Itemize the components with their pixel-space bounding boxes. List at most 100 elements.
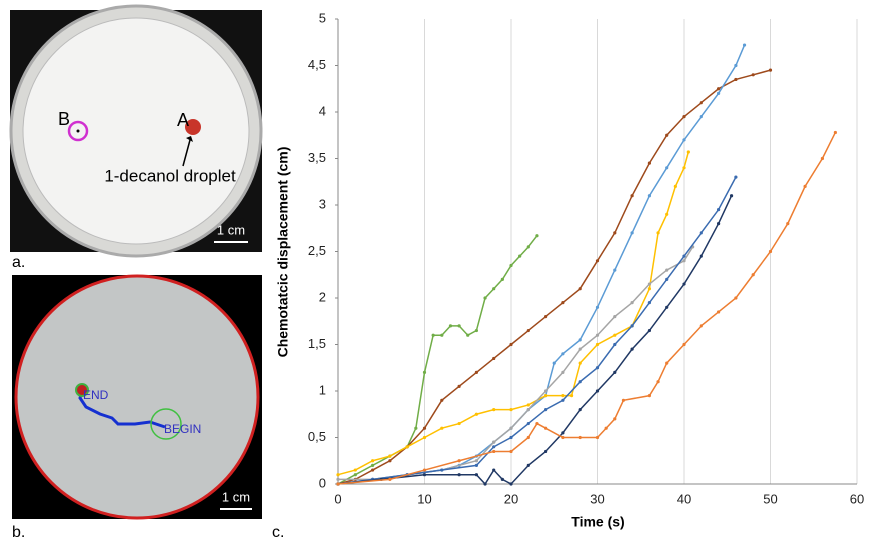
x-tick-label: 50	[763, 491, 777, 506]
data-point	[422, 473, 427, 477]
data-point	[578, 338, 582, 342]
y-tick-label: 4	[319, 103, 326, 118]
x-tick-label: 30	[590, 491, 604, 506]
data-point	[613, 417, 617, 421]
data-point	[742, 43, 747, 47]
data-point	[682, 115, 686, 119]
data-point	[509, 482, 513, 486]
data-point	[647, 301, 652, 305]
dish	[14, 274, 260, 520]
data-point	[613, 315, 617, 319]
data-point	[492, 440, 496, 444]
data-point	[526, 435, 530, 440]
data-point	[751, 273, 755, 277]
data-point	[552, 361, 556, 365]
data-point	[768, 68, 773, 72]
data-point	[526, 245, 530, 249]
data-point	[544, 408, 548, 412]
x-tick-label: 10	[417, 491, 431, 506]
data-point	[509, 408, 513, 412]
data-point	[353, 473, 357, 477]
data-point	[388, 454, 392, 458]
marker-label: B	[58, 109, 70, 129]
data-point	[457, 473, 461, 477]
data-point	[544, 315, 548, 319]
y-tick-label: 0	[319, 475, 326, 490]
data-point	[440, 426, 444, 430]
data-point	[665, 277, 669, 281]
data-point	[833, 130, 837, 135]
scale-label: 1 cm	[217, 222, 245, 237]
data-point	[526, 463, 530, 467]
data-point	[492, 449, 496, 454]
data-point	[561, 435, 565, 440]
data-point	[544, 394, 548, 398]
data-point	[656, 380, 660, 384]
data-point	[492, 468, 496, 472]
series-line	[337, 132, 837, 485]
panel-label: b.	[12, 524, 25, 541]
data-point	[422, 468, 427, 472]
y-tick-label: 2	[319, 289, 326, 304]
data-point	[457, 384, 461, 388]
data-point	[526, 328, 530, 333]
data-point	[647, 194, 652, 198]
data-point	[457, 459, 461, 463]
data-point	[630, 194, 634, 198]
data-point	[717, 222, 721, 226]
data-point	[483, 296, 487, 300]
panel-a: B A 1-decanol droplet 1 cm a.	[9, 4, 263, 271]
series-line	[337, 69, 771, 485]
data-point	[595, 305, 600, 309]
y-tick-label: 1,5	[308, 336, 326, 351]
data-point	[595, 435, 600, 440]
data-point	[509, 263, 513, 268]
data-point	[647, 161, 652, 165]
data-point	[388, 477, 392, 481]
x-axis-label: Time (s)	[571, 514, 624, 530]
data-point	[656, 231, 660, 235]
data-point	[509, 342, 513, 347]
data-point	[647, 328, 652, 333]
data-point	[751, 73, 755, 77]
data-point	[578, 287, 582, 291]
data-point	[647, 287, 652, 291]
data-point	[734, 175, 738, 179]
data-point	[734, 77, 738, 82]
data-point	[371, 468, 375, 472]
panel-label: a.	[12, 254, 25, 271]
data-point	[734, 63, 738, 68]
track-label: END	[83, 388, 109, 402]
y-tick-label: 3	[319, 196, 326, 211]
data-point	[682, 282, 686, 286]
data-point	[682, 259, 686, 263]
data-point	[682, 342, 686, 347]
data-point	[729, 194, 734, 198]
data-point	[665, 133, 669, 137]
marker-label: A	[177, 110, 189, 130]
data-point	[336, 477, 340, 481]
data-point	[405, 445, 409, 449]
data-point	[500, 477, 504, 481]
panel-b: END BEGIN 1 cm b.	[12, 274, 262, 541]
data-point	[578, 361, 582, 365]
data-point	[414, 426, 418, 430]
data-point	[526, 421, 530, 426]
data-point	[595, 333, 600, 337]
data-point	[734, 296, 738, 300]
x-tick-label: 60	[850, 491, 864, 506]
data-point	[492, 287, 496, 291]
droplet	[185, 119, 201, 135]
data-point	[336, 473, 340, 477]
data-point	[595, 366, 600, 370]
y-tick-label: 4,5	[308, 57, 326, 72]
data-point	[466, 333, 470, 337]
y-axis-label: Chemotatcic displacement (cm)	[275, 147, 291, 358]
data-point	[717, 91, 721, 95]
data-point	[768, 249, 773, 254]
track	[78, 387, 166, 429]
y-tick-label: 2,5	[308, 243, 326, 258]
data-point	[518, 254, 522, 258]
data-point	[474, 328, 478, 333]
